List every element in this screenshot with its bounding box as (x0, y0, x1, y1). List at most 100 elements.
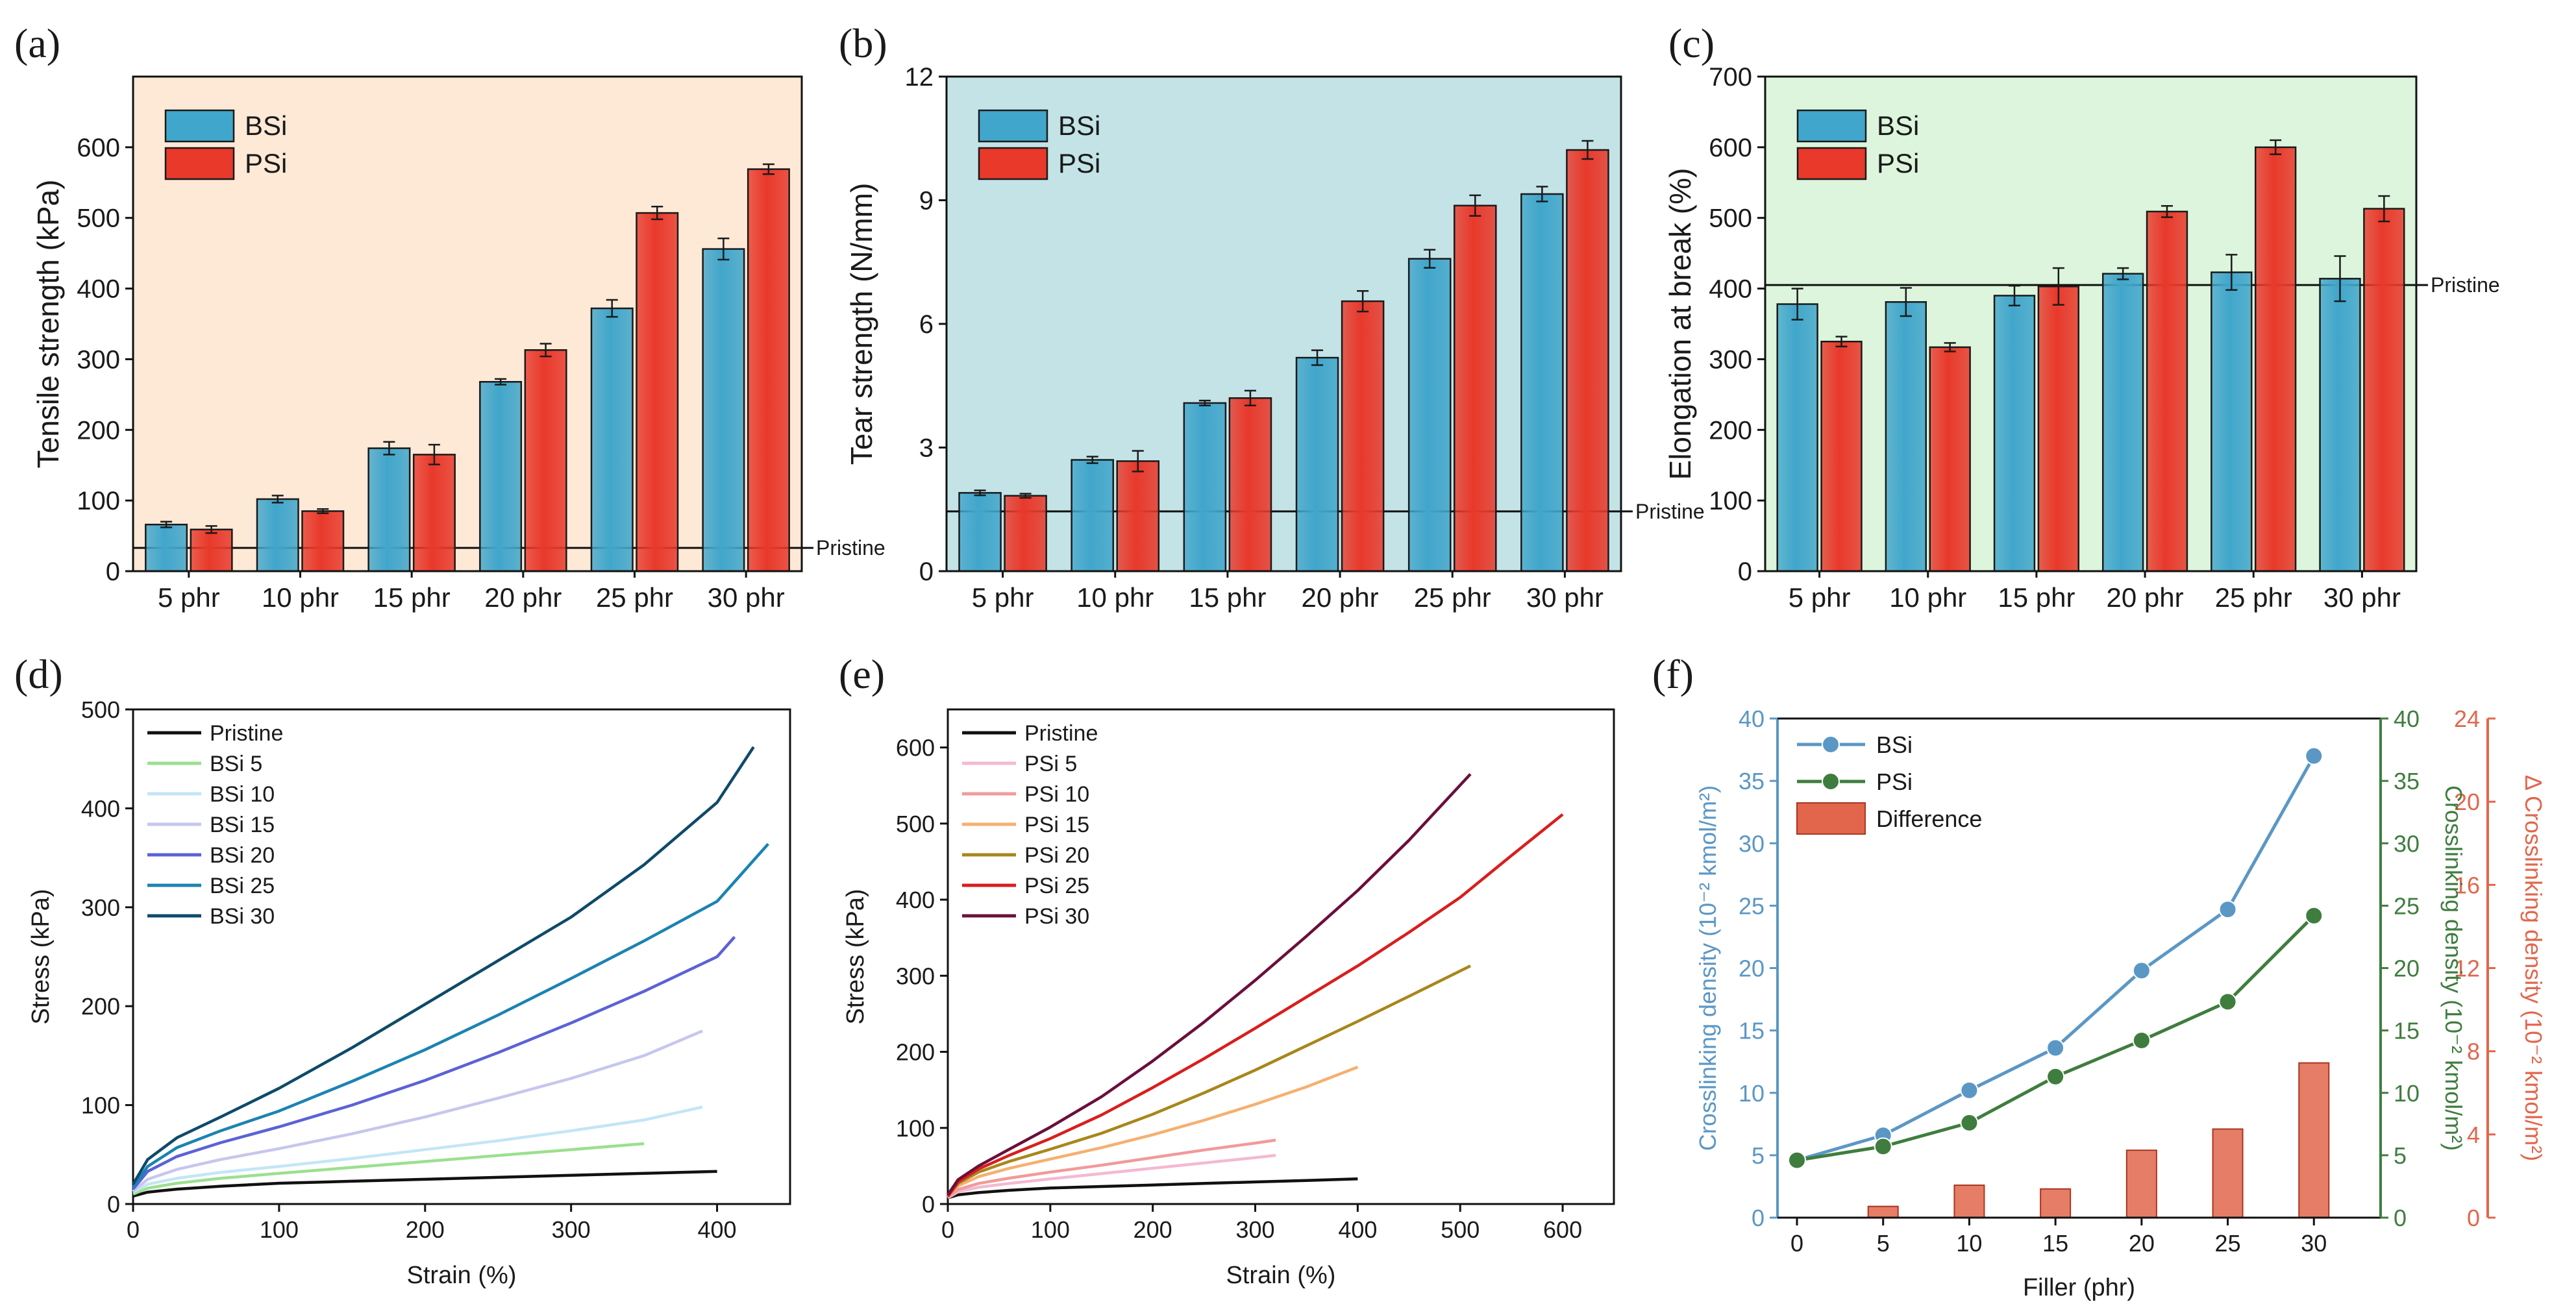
error-bar (1581, 140, 1594, 160)
y-tick-label: 200 (81, 993, 120, 1020)
legend-marker-bsi (1822, 735, 1840, 754)
error-bar (762, 163, 774, 175)
x-axis-label: Filler (phr) (2023, 1274, 2135, 1301)
panel-a: (a) Pristine 5 phr 10 phr 15 phr 20 phr 25 phr… (14, 20, 886, 613)
error-bar (2161, 204, 2174, 218)
y-axis-label: Crosslinking density (10⁻² kmol/m²) (1694, 785, 1721, 1151)
error-bar (606, 299, 618, 318)
x-tick-label: 25 phr (2215, 582, 2292, 613)
x-tick-label: 200 (406, 1216, 445, 1243)
bar-bsi-15-phr (1183, 402, 1227, 572)
bar-bsi-30-phr (2319, 278, 2361, 572)
y-right-tick-label: 15 (2394, 1018, 2420, 1044)
bar-psi-25-phr (636, 212, 679, 572)
marker-psi-25 (2218, 992, 2237, 1011)
error-bar (1311, 349, 1324, 366)
error-bar (1198, 399, 1211, 406)
legend-swatch-psi (164, 147, 235, 180)
panel-label: (a) (14, 20, 60, 66)
error-bar (271, 495, 284, 504)
panel-label: (d) (14, 651, 63, 697)
legend-label-psi-10: PSi 10 (1024, 782, 1089, 807)
bar-bsi-5-phr (1776, 303, 1818, 572)
y-tick-label: 0 (107, 1191, 120, 1218)
legend-label-psi: PSi (245, 148, 287, 178)
legend-label-pristine: Pristine (1024, 721, 1098, 746)
plot-frame (945, 75, 1622, 572)
bar-bsi-20-phr (1295, 356, 1339, 572)
bar-difference-25 (2212, 1128, 2244, 1218)
legend-marker-psi (1822, 772, 1840, 791)
marker-bsi-25 (2218, 900, 2237, 919)
x-tick-label: 5 (1877, 1230, 1890, 1257)
bar-psi-30-phr (747, 168, 790, 572)
bar-psi-5-phr (1004, 495, 1047, 572)
series-line-bsi-15 (132, 1029, 703, 1192)
pristine-label: Pristine (1635, 500, 1705, 523)
x-axis-label: Strain (%) (1226, 1262, 1336, 1289)
bar-difference-20 (2125, 1149, 2157, 1219)
legend-label-bsi: BSi (245, 110, 287, 141)
series-line-bsi-25 (132, 842, 769, 1188)
x-tick-label: 15 phr (1998, 582, 2075, 613)
legend-label-psi: PSi (1876, 768, 1913, 795)
y-tick-label: 700 (1709, 63, 1752, 92)
bar-bsi-25-phr (590, 307, 634, 572)
marker-psi-0 (1788, 1151, 1806, 1170)
error-bar (1536, 186, 1548, 203)
x-tick-label: 100 (1031, 1216, 1070, 1243)
y-tick-label: 600 (896, 735, 935, 761)
y-tick-label: 500 (896, 811, 935, 837)
error-bar (1357, 289, 1369, 313)
legend-label-bsi-30: BSi 30 (210, 904, 275, 929)
series-line-psi-20 (947, 965, 1471, 1198)
x-tick-label: 25 phr (1414, 582, 1491, 613)
bar-psi-20-phr (1341, 300, 1385, 572)
y-tick-label: 500 (77, 204, 120, 233)
plot-background (947, 77, 1621, 571)
marker-bsi-20 (2132, 961, 2151, 980)
y-right-tick-label: 5 (2394, 1142, 2407, 1169)
marker-psi-10 (1960, 1113, 1979, 1132)
legend-label-psi: PSi (1877, 148, 1919, 178)
marker-bsi-15 (2046, 1038, 2065, 1057)
y-tick-label: 9 (919, 187, 934, 215)
y-tick-label: 300 (896, 963, 935, 989)
error-bar (383, 441, 395, 456)
legend-swatch-bsi (1796, 109, 1867, 143)
y-tick-label: 600 (77, 134, 120, 162)
y-tick-label: 300 (1709, 345, 1752, 374)
marker-psi-20 (2132, 1031, 2151, 1050)
error-bar (2270, 139, 2282, 155)
y-tick-label: 15 (1739, 1018, 1765, 1044)
error-bar (205, 525, 217, 534)
legend-swatch-difference (1796, 802, 1866, 835)
y-tick-label: 400 (77, 275, 120, 304)
x-tick-label: 5 phr (972, 582, 1034, 613)
x-tick-label: 400 (698, 1216, 737, 1243)
error-bar (1086, 456, 1098, 464)
series-line-psi (1796, 915, 2316, 1162)
panel-label: (e) (839, 651, 885, 697)
error-bar (428, 443, 440, 465)
y-tick-label: 500 (1709, 204, 1752, 233)
y-right2-tick-label: 20 (2454, 789, 2480, 815)
panel-c: (c) Pristine 5 phr 10 phr 15 phr 20 phr 25 phr… (1663, 20, 2500, 613)
x-tick-label: 400 (1338, 1216, 1377, 1243)
bar-psi-20-phr (2146, 210, 2188, 572)
y-tick-label: 35 (1739, 768, 1765, 794)
panel-e: (e) 0 100 200 300 400 500 600 0 100 200 300 400 500 60… (839, 651, 1615, 1289)
y-right-tick-label: 25 (2394, 892, 2420, 919)
error-bar (1019, 493, 1032, 499)
bar-bsi-25-phr (2211, 271, 2253, 572)
y-right-tick-label: 10 (2394, 1080, 2420, 1107)
legend-label-bsi-5: BSi 5 (210, 752, 262, 776)
y-axis-label: Stress (kPa) (842, 889, 869, 1024)
y-tick-label: 400 (81, 795, 120, 822)
x-tick-label: 10 phr (1889, 582, 1966, 613)
series-line-bsi-10 (132, 1105, 703, 1194)
series-line-bsi-5 (132, 1142, 645, 1196)
y-right-axis-label: Crosslinking density (10⁻² kmol/m²) (2440, 785, 2467, 1151)
pristine-label: Pristine (816, 536, 886, 559)
legend-swatch-psi (978, 147, 1048, 180)
